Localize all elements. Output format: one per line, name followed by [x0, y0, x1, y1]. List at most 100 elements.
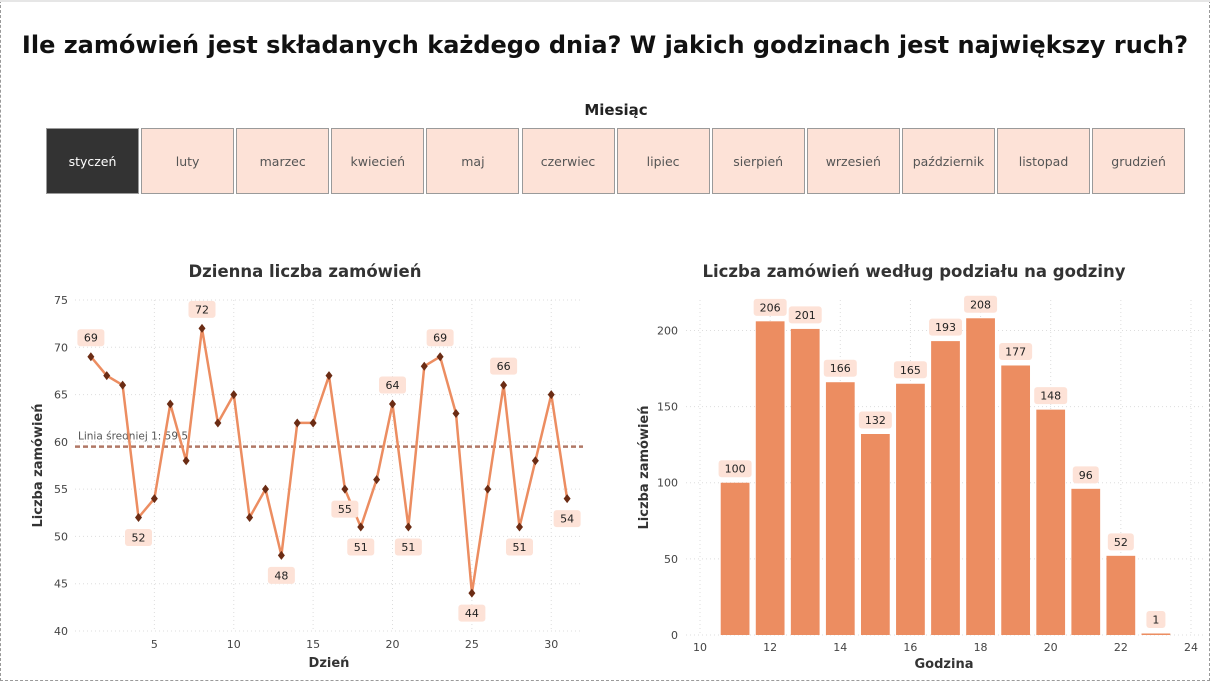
bar [755, 321, 785, 635]
data-point [166, 399, 174, 409]
data-label-bg [553, 510, 581, 528]
bar [860, 434, 890, 635]
data-label-bg [77, 329, 105, 347]
bar-label: 165 [900, 364, 921, 377]
data-point [309, 418, 317, 428]
average-line-label: Linia średniej 1: 59,5 [78, 431, 188, 443]
x-tick-label: 14 [833, 641, 847, 654]
y-tick-label: 0 [671, 629, 678, 642]
month-slicer: styczeń luty marzec kwiecień maj czerwiec lipi… [46, 128, 1188, 196]
bar-label: 100 [725, 463, 746, 476]
bar-label-bg [964, 295, 998, 313]
data-point [198, 323, 206, 333]
data-label: 69 [84, 332, 98, 345]
data-point [500, 380, 508, 390]
bar [1071, 488, 1101, 635]
data-label: 48 [274, 569, 288, 582]
data-label: 69 [433, 332, 447, 345]
month-button-0[interactable]: styczeń [46, 128, 139, 194]
month-button-11[interactable]: grudzień [1092, 128, 1186, 194]
month-button-6[interactable]: lipiec [616, 128, 710, 194]
x-tick-label: 10 [693, 641, 707, 654]
data-point [119, 380, 127, 390]
hourly-chart-title: Liczba zamówień według podziału na godzi… [702, 262, 1126, 281]
bar-label: 193 [935, 321, 956, 334]
y-tick-label: 100 [657, 477, 678, 490]
data-label-bg [379, 376, 406, 394]
data-point [325, 371, 333, 381]
bar [1001, 365, 1031, 635]
bar-label-bg [858, 411, 892, 429]
y-tick-label: 60 [54, 436, 68, 449]
y-tick-label: 150 [657, 401, 678, 414]
data-point [214, 418, 222, 428]
x-tick-label: 16 [903, 641, 917, 654]
data-point [547, 390, 555, 400]
month-button-3[interactable]: kwiecień [331, 128, 425, 194]
bar-label-bg [1146, 610, 1166, 628]
bar-label-bg [823, 359, 857, 377]
data-point [516, 522, 523, 532]
data-point [230, 390, 238, 400]
month-button-9[interactable]: październik [901, 128, 995, 194]
month-button-7[interactable]: sierpień [711, 128, 805, 194]
bar-label: 166 [830, 362, 851, 375]
data-point [277, 550, 285, 560]
y-tick-label: 50 [664, 553, 678, 566]
y-tick-label: 50 [54, 530, 68, 543]
data-label-bg [426, 329, 454, 347]
data-label-bg [490, 357, 518, 375]
data-label: 66 [497, 360, 511, 373]
data-point [531, 456, 539, 466]
bar-label-bg [718, 460, 752, 478]
y-axis-title: Liczba zamówień [637, 406, 652, 530]
x-tick-label: 22 [1114, 641, 1128, 654]
month-button-10[interactable]: listopad [997, 128, 1090, 194]
data-label-bg [347, 538, 375, 556]
bar [825, 382, 855, 635]
month-button-2[interactable]: marzec [236, 128, 330, 194]
data-point [404, 522, 412, 532]
y-tick-label: 45 [54, 578, 68, 591]
month-button-4[interactable]: maj [426, 128, 520, 194]
bar-label-bg [788, 306, 822, 324]
bar-label-bg [929, 318, 962, 336]
bar-label-bg [1034, 387, 1068, 405]
month-slicer-label: Miesiąc [584, 101, 648, 119]
y-tick-label: 200 [657, 324, 678, 337]
data-point [293, 418, 301, 428]
data-point [563, 494, 571, 504]
data-point [341, 484, 349, 494]
data-point [262, 484, 269, 494]
bar-label: 52 [1114, 536, 1128, 549]
data-point [484, 484, 492, 494]
x-tick-label: 12 [763, 641, 777, 654]
data-label: 51 [513, 541, 527, 554]
x-axis-title: Godzina [915, 657, 974, 672]
daily-chart-title: Dzienna liczba zamówień [188, 262, 422, 281]
bar [790, 328, 820, 635]
data-point [468, 588, 476, 598]
daily-orders-line-chart: 40 45 50 55 60 65 70 75 5 10 15 20 25 30 Dzień Liczba z… [31, 294, 583, 671]
data-label-bg [458, 604, 486, 622]
data-point [150, 494, 158, 504]
bar-label-bg [999, 342, 1033, 360]
y-tick-label: 75 [54, 294, 68, 307]
bar-label: 96 [1079, 469, 1093, 482]
bar [1141, 633, 1171, 635]
x-axis-title: Dzień [309, 656, 350, 671]
data-label: 51 [354, 541, 368, 554]
bar-label-bg [893, 361, 927, 379]
data-label-bg [394, 538, 422, 556]
bar-label: 148 [1040, 390, 1061, 403]
bar-label: 206 [760, 301, 781, 314]
month-button-8[interactable]: wrzesień [806, 128, 900, 194]
bar-label-bg [1107, 533, 1134, 551]
month-button-5[interactable]: czerwiec [521, 128, 615, 194]
bar-label: 1 [1152, 613, 1159, 626]
y-tick-label: 65 [54, 389, 68, 402]
x-tick-label: 5 [151, 638, 158, 651]
x-tick-label: 24 [1184, 641, 1198, 654]
x-tick-label: 25 [465, 638, 479, 651]
month-button-1[interactable]: luty [141, 128, 235, 194]
